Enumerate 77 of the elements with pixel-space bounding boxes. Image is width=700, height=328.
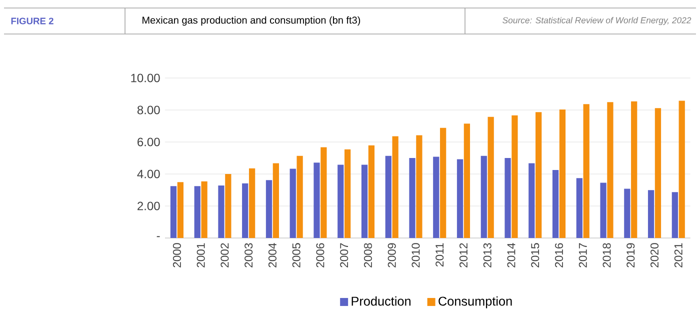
bar — [409, 158, 416, 238]
x-tick-label: 2017 — [578, 243, 587, 268]
bar — [512, 115, 518, 238]
x-tick-label: 2009 — [388, 243, 396, 268]
bar — [344, 149, 351, 238]
bar — [672, 192, 678, 238]
y-tick-label: - — [156, 236, 160, 238]
bar — [314, 162, 320, 238]
x-tick-label: 2011 — [436, 243, 444, 267]
x-tick-label: 2005 — [292, 243, 300, 268]
y-tick-label: 2.00 — [138, 202, 160, 210]
bar — [624, 188, 630, 238]
bar — [416, 135, 422, 238]
x-tick-label: 2002 — [220, 243, 229, 268]
x-tick-label: 2004 — [268, 243, 276, 268]
bar — [456, 159, 464, 238]
x-tick-label: 2015 — [531, 243, 540, 268]
bar — [648, 190, 654, 238]
x-tick-label: 2013 — [483, 243, 492, 268]
caption: FIGURE 2 — [11, 18, 54, 24]
bar — [464, 124, 470, 238]
x-tick-label: 2001 — [196, 243, 205, 268]
bar — [607, 102, 614, 238]
bar — [266, 180, 272, 238]
bar — [528, 163, 535, 238]
bar — [631, 101, 638, 238]
bar — [177, 182, 184, 238]
bar — [559, 110, 566, 238]
y-tick-label: 4.00 — [137, 170, 160, 178]
bar — [433, 156, 440, 238]
x-tick-label: 2003 — [244, 243, 253, 268]
bar — [504, 158, 511, 238]
bar — [654, 108, 662, 238]
legend-label: Production — [352, 296, 410, 306]
bar — [480, 156, 487, 238]
bar — [248, 168, 256, 238]
y-tick-label: 6.00 — [138, 138, 160, 146]
bar — [170, 186, 177, 238]
bar — [338, 164, 344, 238]
bar — [552, 170, 559, 238]
chart-title: Mexican gas production and consumption (bn ft3) — [142, 16, 360, 26]
legend-label: Consumption — [438, 296, 512, 308]
x-tick-label: 2012 — [459, 243, 468, 268]
bar — [361, 164, 368, 238]
bar — [296, 156, 303, 238]
bar — [440, 128, 446, 238]
x-tick-label: 2008 — [364, 243, 372, 268]
x-tick-label: 2021 — [674, 243, 682, 268]
bar — [678, 100, 685, 238]
bar — [225, 174, 232, 238]
bar — [536, 112, 542, 238]
bar — [488, 116, 494, 238]
x-tick-label: 2014 — [507, 243, 516, 268]
source-note: Source: Statistical Review of World Energy, 2022 — [502, 16, 692, 26]
bar — [576, 178, 582, 238]
bar — [320, 147, 327, 238]
bar — [242, 183, 248, 238]
bar — [194, 186, 200, 238]
x-tick-label: 2007 — [340, 243, 348, 268]
x-tick-label: 2019 — [626, 243, 635, 268]
bar — [218, 186, 224, 238]
bar — [583, 104, 590, 238]
x-tick-label: 2010 — [412, 243, 420, 268]
x-tick-label: 2016 — [554, 243, 564, 268]
x-tick-label: 2006 — [316, 243, 324, 268]
bar — [368, 145, 375, 238]
x-tick-label: 2000 — [172, 243, 181, 268]
bar — [290, 168, 296, 238]
x-tick-label: 2018 — [602, 243, 611, 268]
bar — [201, 181, 208, 238]
y-tick-label: 8.00 — [137, 106, 160, 114]
bar — [272, 163, 279, 238]
x-tick-label: 2020 — [650, 243, 659, 268]
y-tick-label: 10.00 — [131, 74, 160, 82]
bar — [392, 136, 398, 238]
bar — [385, 156, 392, 238]
bar — [600, 182, 606, 238]
